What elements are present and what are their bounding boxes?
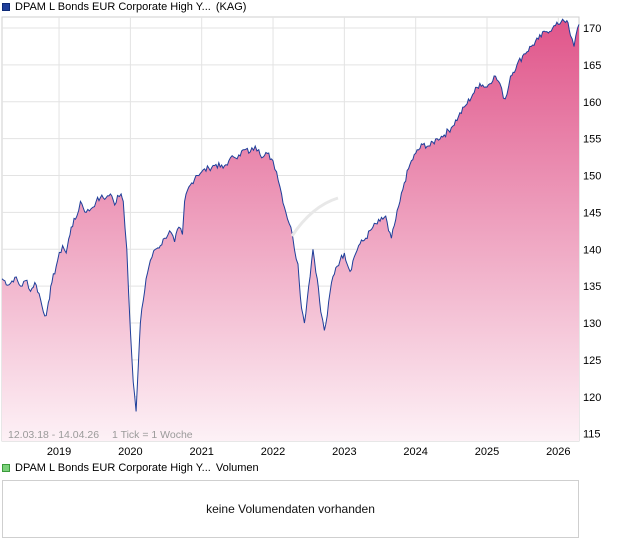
y-tick-label: 135 (583, 281, 601, 293)
chart-range-label: 12.03.18 - 14.04.26 (8, 429, 99, 441)
y-tick-label: 115 (583, 429, 601, 441)
price-legend-swatch (2, 3, 10, 11)
x-tick-label: 2020 (118, 446, 142, 458)
y-tick-label: 145 (583, 207, 601, 219)
price-chart: 115 120 125 130 135 140 145 150 155 160 165 170 201… (1, 16, 601, 458)
volume-legend-tag: Volumen (215, 462, 259, 474)
x-tick-label: 2025 (475, 446, 499, 458)
x-axis-ticks: 2019 2020 2021 2022 2023 2024 2025 2026 (47, 446, 571, 458)
price-legend-tag: (KAG) (215, 1, 247, 13)
x-tick-label: 2021 (189, 446, 213, 458)
price-legend-name: DPAM L Bonds EUR Corporate High Y... (15, 1, 211, 13)
y-axis-ticks: 115 120 125 130 135 140 145 150 155 160 165 170 (583, 23, 601, 441)
y-tick-label: 150 (583, 171, 601, 183)
y-tick-label: 125 (583, 355, 601, 367)
volume-legend-swatch (2, 464, 10, 472)
y-tick-label: 155 (583, 134, 601, 146)
y-tick-label: 140 (583, 244, 601, 256)
y-tick-label: 120 (583, 392, 601, 404)
y-tick-label: 130 (583, 318, 601, 330)
volume-legend: DPAM L Bonds EUR Corporate High Y... Vol… (2, 461, 259, 475)
volume-panel: keine Volumendaten vorhanden (2, 480, 579, 538)
price-legend: DPAM L Bonds EUR Corporate High Y... (KA… (2, 0, 246, 14)
x-tick-label: 2019 (47, 446, 71, 458)
price-area-fill (2, 19, 579, 442)
x-tick-label: 2024 (403, 446, 427, 458)
volume-empty-message: keine Volumendaten vorhanden (206, 502, 375, 516)
x-tick-label: 2022 (261, 446, 285, 458)
price-line (1, 18, 580, 412)
x-tick-label: 2023 (332, 446, 356, 458)
y-tick-label: 170 (583, 23, 601, 35)
chart-tick-label: 1 Tick = 1 Woche (112, 429, 193, 441)
volume-legend-name: DPAM L Bonds EUR Corporate High Y... (15, 462, 211, 474)
y-tick-label: 160 (583, 97, 601, 109)
y-tick-label: 165 (583, 60, 601, 72)
watermark-logo (290, 196, 339, 237)
x-tick-label: 2026 (546, 446, 570, 458)
